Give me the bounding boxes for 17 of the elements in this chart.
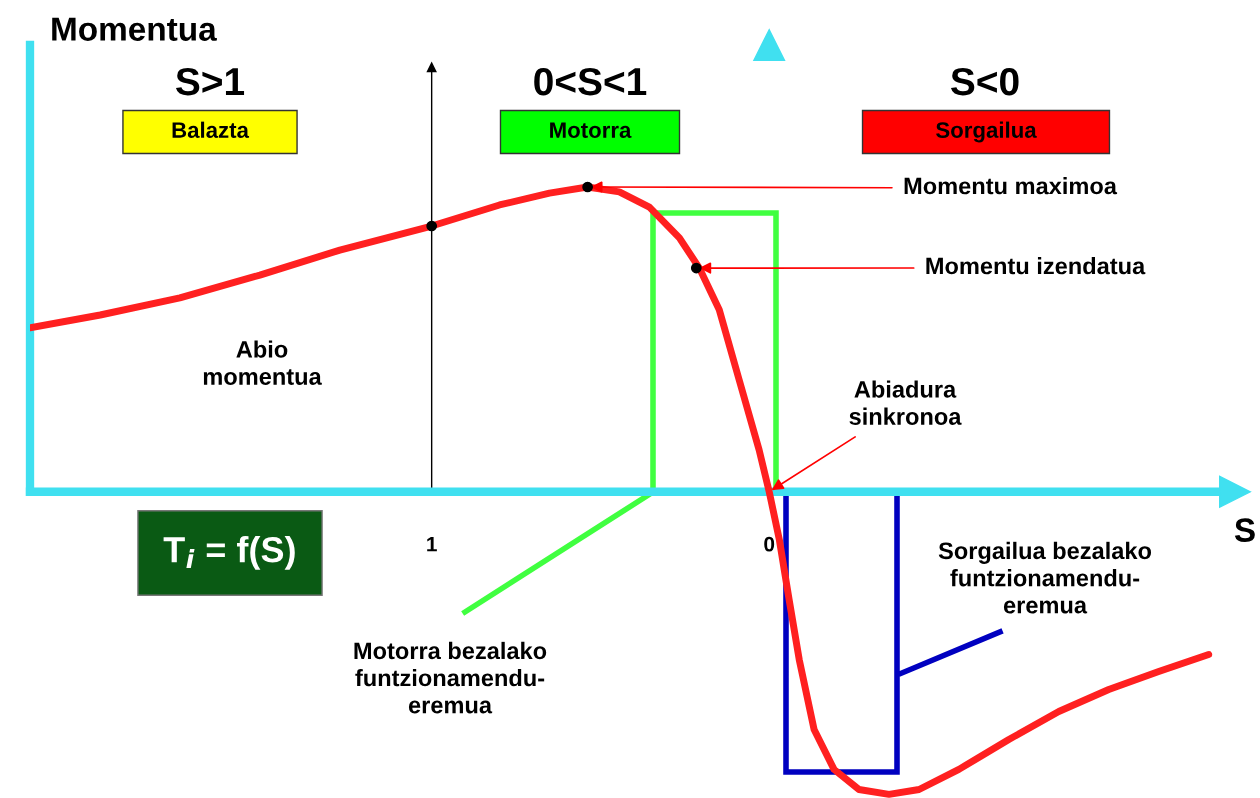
annotation: Sorgailua bezalako funtzionamendu- eremua <box>938 541 1152 614</box>
x-tick-label: 0 <box>764 536 775 552</box>
x-axis-title: S <box>1234 518 1255 542</box>
text: 0<S<1 <box>534 67 647 96</box>
text: S<0 <box>950 67 1019 96</box>
text: S>1 <box>175 67 245 96</box>
y-axis-title: Momentua <box>52 17 217 41</box>
annotation: Motorra bezalako funtzionamendu- eremua <box>354 641 547 714</box>
annotation: T$_{i}$ = f(S) <box>163 536 295 570</box>
text: Sorgailua <box>936 121 1037 143</box>
text: Balazta <box>172 121 250 138</box>
text: Motorra <box>550 122 632 138</box>
annotation: Abio momentua <box>203 340 322 385</box>
annotation: Abiadura sinkronoa <box>849 380 962 425</box>
x-tick-label: 1 <box>427 536 437 552</box>
annotation: Momentu maximoa <box>904 177 1118 195</box>
annotation: Momentu izendatua <box>926 257 1146 275</box>
